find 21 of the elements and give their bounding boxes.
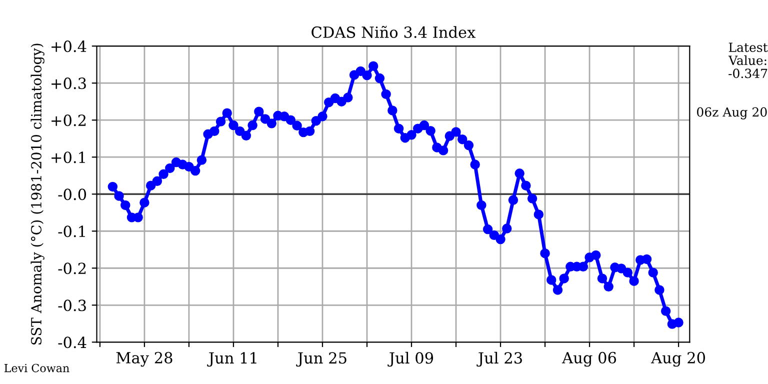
text: Latest Value: -0.347 <box>728 42 768 78</box>
x-tick-label: Jun 11 <box>207 352 256 367</box>
y-tick-label: +0.4 <box>52 40 86 52</box>
x-tick-label: Jul 23 <box>476 352 522 367</box>
text: 06z Aug 20 <box>697 107 767 120</box>
x-tick-label: Aug 06 <box>562 352 616 367</box>
y-tick-label: -0.1 <box>58 226 85 238</box>
x-tick-label: May 28 <box>116 352 172 367</box>
x-tick-label: Jul 09 <box>388 352 434 367</box>
x-tick-label: Jun 25 <box>296 352 346 367</box>
y-axis-title: SST Anomaly (°C) (1981-2010 climatology) <box>30 44 44 344</box>
chart-title: CDAS Niño 3.4 Index <box>312 26 476 38</box>
y-tick-label: -0.2 <box>58 262 86 274</box>
y-tick-label: -0.4 <box>58 336 86 348</box>
text: Levi Cowan <box>4 364 70 372</box>
y-tick-label: +0.3 <box>52 78 86 90</box>
y-tick-label: +0.2 <box>52 114 86 126</box>
y-tick-label: -0.3 <box>58 300 86 312</box>
y-tick-label: -0.0 <box>58 188 86 200</box>
x-tick-label: Aug 20 <box>650 352 705 367</box>
y-tick-label: +0.1 <box>52 152 85 164</box>
